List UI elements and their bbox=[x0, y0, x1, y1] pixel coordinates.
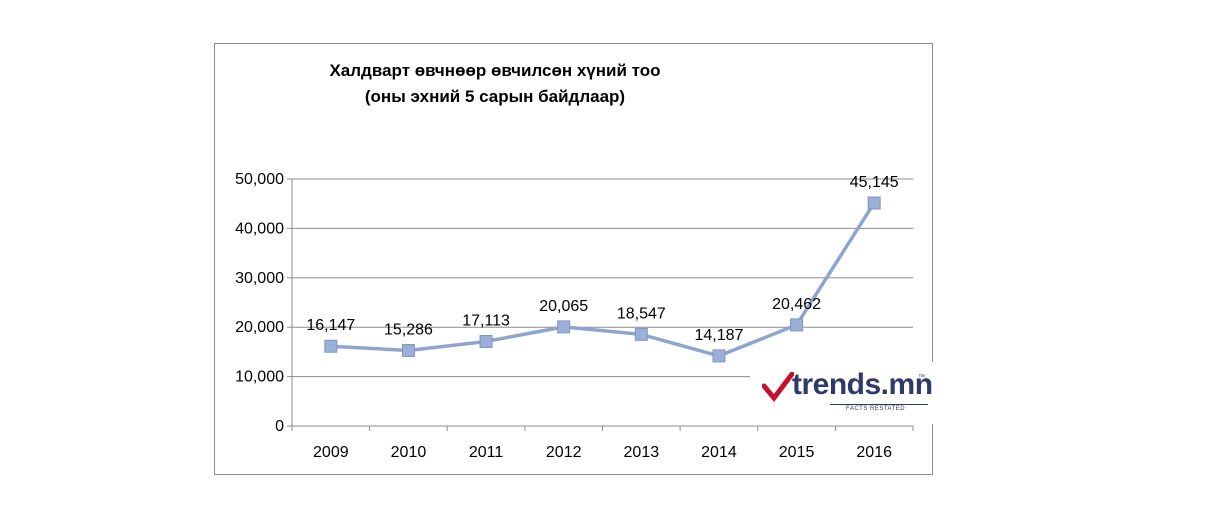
y-tick-label: 30,000 bbox=[235, 270, 284, 287]
x-tick-label: 2016 bbox=[856, 444, 892, 461]
data-label: 16,147 bbox=[306, 317, 355, 334]
data-point bbox=[790, 318, 804, 332]
line-chart: 0 10,000 20,000 30,000 40,000 50,000 2009 2010 2… bbox=[235, 171, 914, 461]
data-label: 18,547 bbox=[617, 305, 666, 322]
data-point bbox=[867, 196, 881, 210]
data-point bbox=[479, 334, 493, 348]
data-point bbox=[712, 349, 726, 363]
checkmark-icon bbox=[762, 372, 794, 402]
series-line bbox=[330, 202, 876, 358]
data-point bbox=[324, 339, 338, 353]
x-tick-label: 2015 bbox=[779, 444, 815, 461]
logo-text: trends.mn bbox=[792, 368, 933, 401]
y-tick-label: 0 bbox=[275, 418, 284, 435]
data-label: 15,286 bbox=[384, 321, 433, 338]
data-label: 17,113 bbox=[462, 312, 510, 329]
y-tick-label: 40,000 bbox=[235, 220, 284, 237]
chart-title: Халдварт өвчнөөр өвчилсөн хүний тоо (оны… bbox=[215, 58, 775, 110]
x-tick-label: 2014 bbox=[701, 444, 737, 461]
y-tick-label: 20,000 bbox=[235, 319, 284, 336]
x-tick-label: 2012 bbox=[546, 444, 582, 461]
data-label: 45,145 bbox=[850, 174, 899, 191]
logo-trademark: ™ bbox=[918, 374, 925, 381]
data-point bbox=[557, 320, 571, 334]
data-label: 20,462 bbox=[772, 296, 821, 313]
data-label: 20,065 bbox=[539, 298, 588, 315]
x-tick-label: 2013 bbox=[624, 444, 660, 461]
data-point bbox=[634, 327, 648, 341]
chart-title-line-2: (оны эхний 5 сарын байдлаар) bbox=[364, 87, 626, 106]
data-point bbox=[401, 343, 415, 357]
x-tick-label: 2011 bbox=[469, 444, 504, 461]
data-label: 14,187 bbox=[694, 327, 743, 344]
y-tick-label: 50,000 bbox=[235, 171, 284, 188]
trends-mn-logo: trends.mn ™ FACTS RESTATED bbox=[750, 362, 934, 424]
chart-frame: Халдварт өвчнөөр өвчилсөн хүний тоо (оны… bbox=[214, 43, 934, 475]
logo-tagline: FACTS RESTATED bbox=[846, 406, 906, 412]
x-tick-label: 2010 bbox=[391, 444, 427, 461]
y-tick-label: 10,000 bbox=[235, 369, 284, 386]
logo-rule bbox=[830, 404, 928, 405]
chart-title-line-1: Халдварт өвчнөөр өвчилсөн хүний тоо bbox=[329, 61, 661, 80]
x-tick-label: 2009 bbox=[313, 444, 349, 461]
